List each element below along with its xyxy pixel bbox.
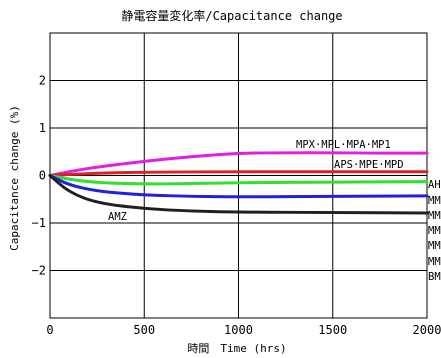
x-tick-label: 500 — [133, 323, 155, 337]
tick-labels: 0 500 1000 1500 2000 2 1 0 −1 −2 — [32, 74, 441, 338]
series-labels: MPX·MPL·MPA·MP1 APS·MPE·MPD AMZ AH MM MM MM MM M… — [108, 139, 441, 283]
x-tick-label: 0 — [46, 323, 53, 337]
clipped-series-label: BM — [428, 271, 441, 283]
clipped-series-label: MM — [428, 225, 441, 237]
clipped-series-label: MM — [428, 210, 441, 222]
chart-title: 静電容量変化率/Capacitance change — [121, 8, 342, 23]
y-tick-label: −2 — [32, 264, 46, 278]
y-axis-label: Capacitance change (%) — [8, 105, 21, 251]
series-label: APS·MPE·MPD — [334, 159, 404, 171]
clipped-series-label: MM — [428, 256, 441, 268]
series-line-5 — [48, 174, 429, 215]
clipped-series-label: AH — [428, 179, 441, 191]
series-line-3 — [48, 174, 429, 186]
y-tick-label: 2 — [39, 74, 46, 88]
series-label: AMZ — [108, 211, 127, 223]
series-line-2 — [48, 170, 429, 177]
clipped-series-label: MM — [428, 195, 441, 207]
x-tick-label: 1000 — [224, 323, 253, 337]
series-line-1 — [48, 151, 429, 177]
series-label: MPX·MPL·MPA·MP1 — [296, 139, 391, 151]
series-line-4 — [48, 174, 429, 199]
x-tick-label: 1500 — [318, 323, 347, 337]
y-tick-label: 0 — [39, 169, 46, 183]
x-axis-label: 時間 Time (hrs) — [187, 342, 286, 355]
grid — [50, 33, 427, 318]
y-tick-label: −1 — [32, 216, 46, 230]
clipped-series-label: MM — [428, 240, 441, 252]
y-tick-label: 1 — [39, 121, 46, 135]
series-lines — [48, 151, 429, 215]
x-tick-label: 2000 — [413, 323, 441, 337]
